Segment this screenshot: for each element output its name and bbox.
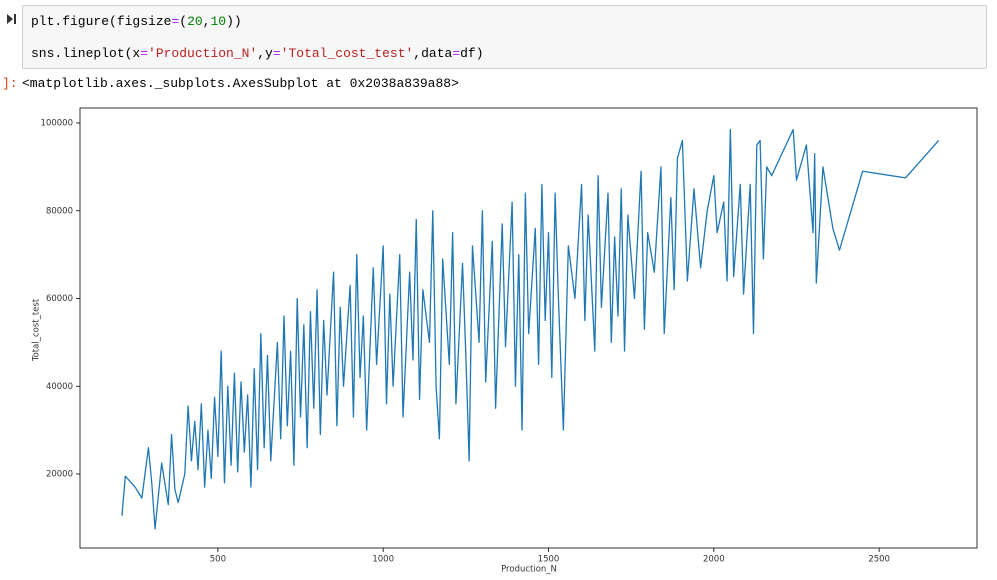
code-token: 'Total_cost_test': [280, 46, 414, 61]
code-token: =: [171, 14, 180, 29]
chart: Production_N Total_cost_test 500 1000 1500…: [32, 107, 978, 575]
y-tick-label: 60000: [46, 294, 73, 304]
code-token: 20: [187, 14, 203, 29]
code-token: 'Production_N': [148, 46, 258, 61]
code-token: ,: [202, 14, 211, 29]
code-token: ,y: [257, 46, 273, 61]
y-tick-label: 100000: [41, 119, 73, 129]
code-token: (: [179, 14, 188, 29]
code-token: =: [140, 46, 149, 61]
x-tick-label: 500: [210, 555, 226, 565]
code-token: ,data: [413, 46, 453, 61]
y-axis-label: Total_cost_test: [32, 298, 42, 362]
y-tick-label: 80000: [46, 206, 73, 216]
x-tick-label: 2000: [703, 555, 725, 565]
x-tick-label: 1000: [372, 555, 394, 565]
code-token: 10: [210, 14, 227, 29]
code-token: sns.lineplot(x: [31, 46, 141, 61]
data-line: [121, 128, 940, 530]
code-token: plt.figure(figsize: [31, 14, 172, 29]
code-token: =: [272, 46, 281, 61]
code-cell[interactable]: plt.figure(figsize=(20,10)) sns.lineplot…: [22, 5, 987, 69]
y-tick-label: 40000: [46, 382, 73, 392]
output-prompt: ]:: [2, 76, 18, 91]
code-token: df): [460, 46, 484, 61]
y-tick-label: 20000: [46, 470, 73, 480]
x-tick-label: 1500: [538, 555, 560, 565]
code-line: sns.lineplot(x='Production_N',y='Total_c…: [31, 46, 484, 61]
code-token: )): [226, 14, 242, 29]
code-line: plt.figure(figsize=(20,10)): [31, 14, 242, 29]
code-token: =: [452, 46, 461, 61]
run-button[interactable]: [6, 12, 18, 26]
x-axis-label: Production_N: [501, 565, 557, 575]
output-text: <matplotlib.axes._subplots.AxesSubplot a…: [22, 76, 459, 91]
x-tick-label: 2500: [868, 555, 890, 565]
plot-frame: [79, 107, 978, 549]
